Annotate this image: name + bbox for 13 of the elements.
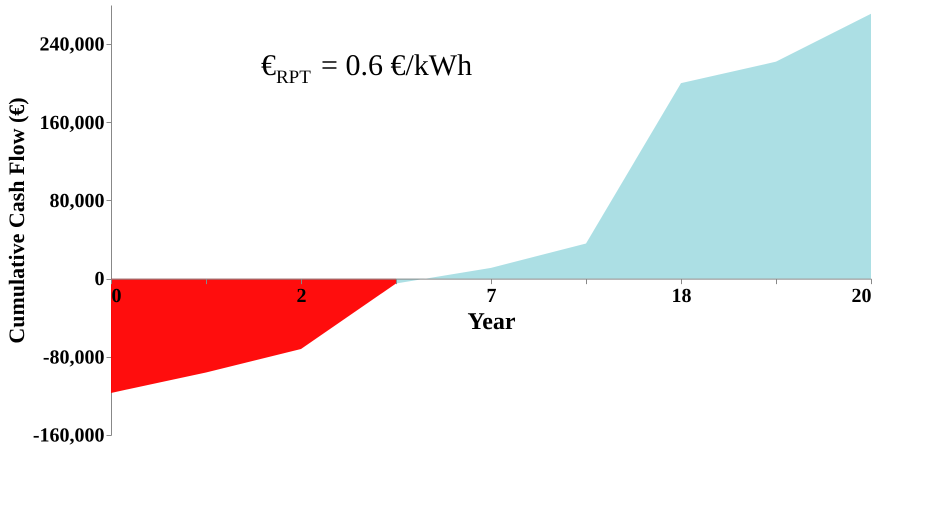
y-tick-label: 0 bbox=[94, 268, 104, 290]
y-tick-label: 80,000 bbox=[50, 190, 104, 212]
x-tick-label: 7 bbox=[486, 285, 496, 308]
y-axis-title: Cumulative Cash Flow (€) bbox=[4, 97, 29, 344]
y-tick-label: -160,000 bbox=[32, 424, 104, 446]
x-tick-label: 18 bbox=[672, 285, 692, 308]
y-tick-label: -80,000 bbox=[42, 346, 104, 368]
x-tick-label: 0 bbox=[112, 285, 122, 308]
y-tick-label: 240,000 bbox=[40, 34, 104, 56]
x-tick-label: 20 bbox=[852, 285, 872, 308]
x-axis-title: Year bbox=[468, 309, 516, 336]
y-tick-label: 160,000 bbox=[40, 112, 104, 134]
x-tick-label: 2 bbox=[296, 285, 306, 308]
